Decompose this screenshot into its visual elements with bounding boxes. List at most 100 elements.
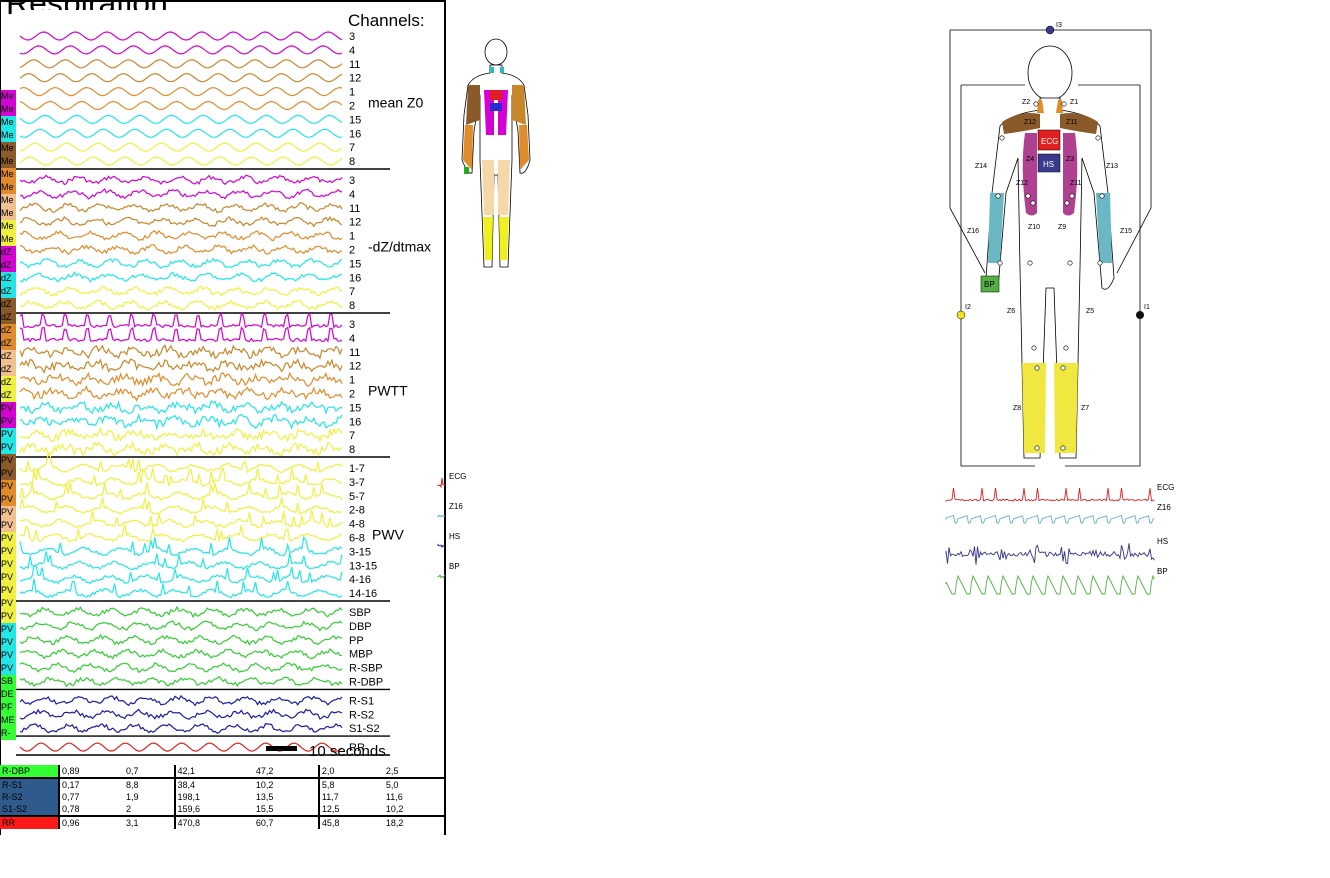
row-label-swatch: Me — [0, 155, 16, 168]
trace-line — [19, 412, 343, 431]
electrode-dot — [999, 135, 1005, 141]
electrode-dot — [1060, 445, 1066, 451]
table-cell: 11,6 — [385, 792, 403, 802]
channel-label: R-DBP — [349, 677, 383, 689]
signal-trace — [437, 477, 446, 489]
signal-trace — [945, 574, 1155, 595]
electrode-dot — [1099, 193, 1105, 199]
row-label-swatch: PV — [0, 662, 16, 675]
electrode-dot — [1097, 260, 1103, 266]
trace-line — [19, 605, 343, 619]
table-cell: 18,2 — [385, 818, 404, 828]
channel-label: 16 — [349, 272, 361, 284]
table-row: R-S1 0,17 8,8 38,4 10,2 5,8 5,0 — [0, 778, 446, 791]
trace-line — [19, 371, 343, 388]
stats-table: R-DBP 0,89 0,7 42,1 47,2 2,0 2,5 R-S1 0,17 8,8 38,… — [0, 765, 446, 829]
channel-label: 11 — [349, 59, 360, 71]
trace-line — [19, 156, 343, 166]
trace-line — [19, 708, 343, 720]
electrode-dot — [1034, 445, 1040, 451]
table-row: S1-S2 0,78 2 159,6 15,5 12,5 10,2 — [0, 803, 446, 816]
table-cell: 0,89 — [58, 765, 124, 778]
row-label-swatch: dZ — [0, 246, 16, 259]
row-label-swatch: Me — [0, 207, 16, 220]
electrode-dot — [1060, 365, 1066, 371]
z-label: Z9 — [1058, 224, 1066, 231]
row-label-swatch: PV — [0, 584, 16, 597]
trace-line — [19, 285, 343, 297]
row-label-swatch: PF — [0, 701, 16, 714]
electrode-dot — [1033, 101, 1039, 107]
channel-label: 4 — [349, 189, 355, 201]
electrode-dot — [1069, 193, 1075, 199]
table-cell: 60,7 — [255, 818, 274, 828]
trace-line — [19, 440, 343, 457]
trace-line — [19, 128, 343, 138]
row-label-swatch: Me — [0, 194, 16, 207]
z-label: Z7 — [1081, 405, 1089, 412]
table-row: R-S2 0,77 1,9 198,1 13,5 11,7 11,6 — [0, 791, 446, 803]
row-label-swatch: PV — [0, 441, 16, 454]
channel-label: 15 — [349, 402, 361, 414]
row-label-swatch: dZ — [0, 259, 16, 272]
channel-label: 7 — [349, 286, 355, 298]
channel-label: 4 — [349, 333, 355, 345]
channel-label: 5-7 — [349, 491, 365, 503]
row-label-swatch: dZ — [0, 389, 16, 402]
table-cell: 0,96 — [58, 816, 124, 829]
signal-label: BP — [1157, 567, 1168, 576]
z-label: Z1 — [1070, 99, 1078, 106]
channel-label: 4 — [349, 45, 355, 57]
trace-line — [19, 509, 343, 529]
trace-line — [19, 578, 343, 599]
z-label: Z10 — [1028, 224, 1040, 231]
z-label: Z5 — [1086, 308, 1094, 315]
trace-line — [19, 312, 343, 329]
channel-label: 11 — [349, 203, 360, 215]
row-label-swatch: SB — [0, 675, 16, 688]
channel-label: 2 — [349, 101, 355, 113]
group-label: PWV — [372, 527, 405, 543]
row-label-swatch: Me — [0, 181, 16, 194]
signal-trace — [945, 487, 1155, 502]
channel-label: 1-7 — [349, 463, 365, 475]
trace-line — [19, 742, 343, 752]
left-panel: Respiration MeMeMeMeMeMeMeMeMeMeMeMedZdZ… — [0, 0, 446, 835]
row-label-swatch: DE — [0, 688, 16, 701]
frame-line-right — [444, 0, 446, 835]
hs-box-label: HS — [1043, 160, 1054, 169]
z-label: Z15 — [1120, 228, 1132, 235]
group-label: mean Z0 — [368, 95, 423, 111]
scale-bar-label: 10 seconds — [309, 743, 386, 760]
table-cell: 38,4 — [173, 778, 254, 791]
channel-label: 4-8 — [349, 519, 365, 531]
row-label-swatch: dZ — [0, 350, 16, 363]
stats-table-wrap: R-DBP 0,89 0,7 42,1 47,2 2,0 2,5 R-S1 0,17 8,8 38,… — [0, 765, 446, 829]
trace-line — [19, 344, 343, 360]
trace-line — [19, 524, 343, 543]
group-label: -dZ/dtmax — [368, 239, 431, 255]
trace-line — [19, 73, 343, 83]
table-cell: 2,5 — [385, 766, 399, 776]
channel-label: 8 — [349, 444, 355, 456]
signal-label: Z16 — [449, 502, 463, 511]
electrode-dot — [1027, 260, 1033, 266]
row-label-swatch: PV — [0, 623, 16, 636]
row-name-cell: R-S2 — [0, 791, 59, 803]
channel-label: MBP — [349, 649, 373, 661]
row-label-swatch: ME — [0, 714, 16, 727]
channel-label: R-SBP — [349, 663, 383, 675]
channel-label: 12 — [349, 361, 361, 373]
table-cell: 10,2 — [255, 780, 274, 790]
channel-label: 1 — [349, 375, 355, 387]
small-body-figure — [461, 38, 531, 268]
row-label-swatch: dZ — [0, 285, 16, 298]
row-label-swatch: PV — [0, 480, 16, 493]
electrode-dot — [1064, 200, 1070, 206]
channel-label: S1-S2 — [349, 723, 380, 735]
table-cell: 0,17 — [58, 778, 124, 791]
channel-label: 2 — [349, 245, 355, 257]
row-label-swatch: PV — [0, 597, 16, 610]
channel-label: 15 — [349, 258, 361, 270]
trace-line — [19, 694, 343, 707]
